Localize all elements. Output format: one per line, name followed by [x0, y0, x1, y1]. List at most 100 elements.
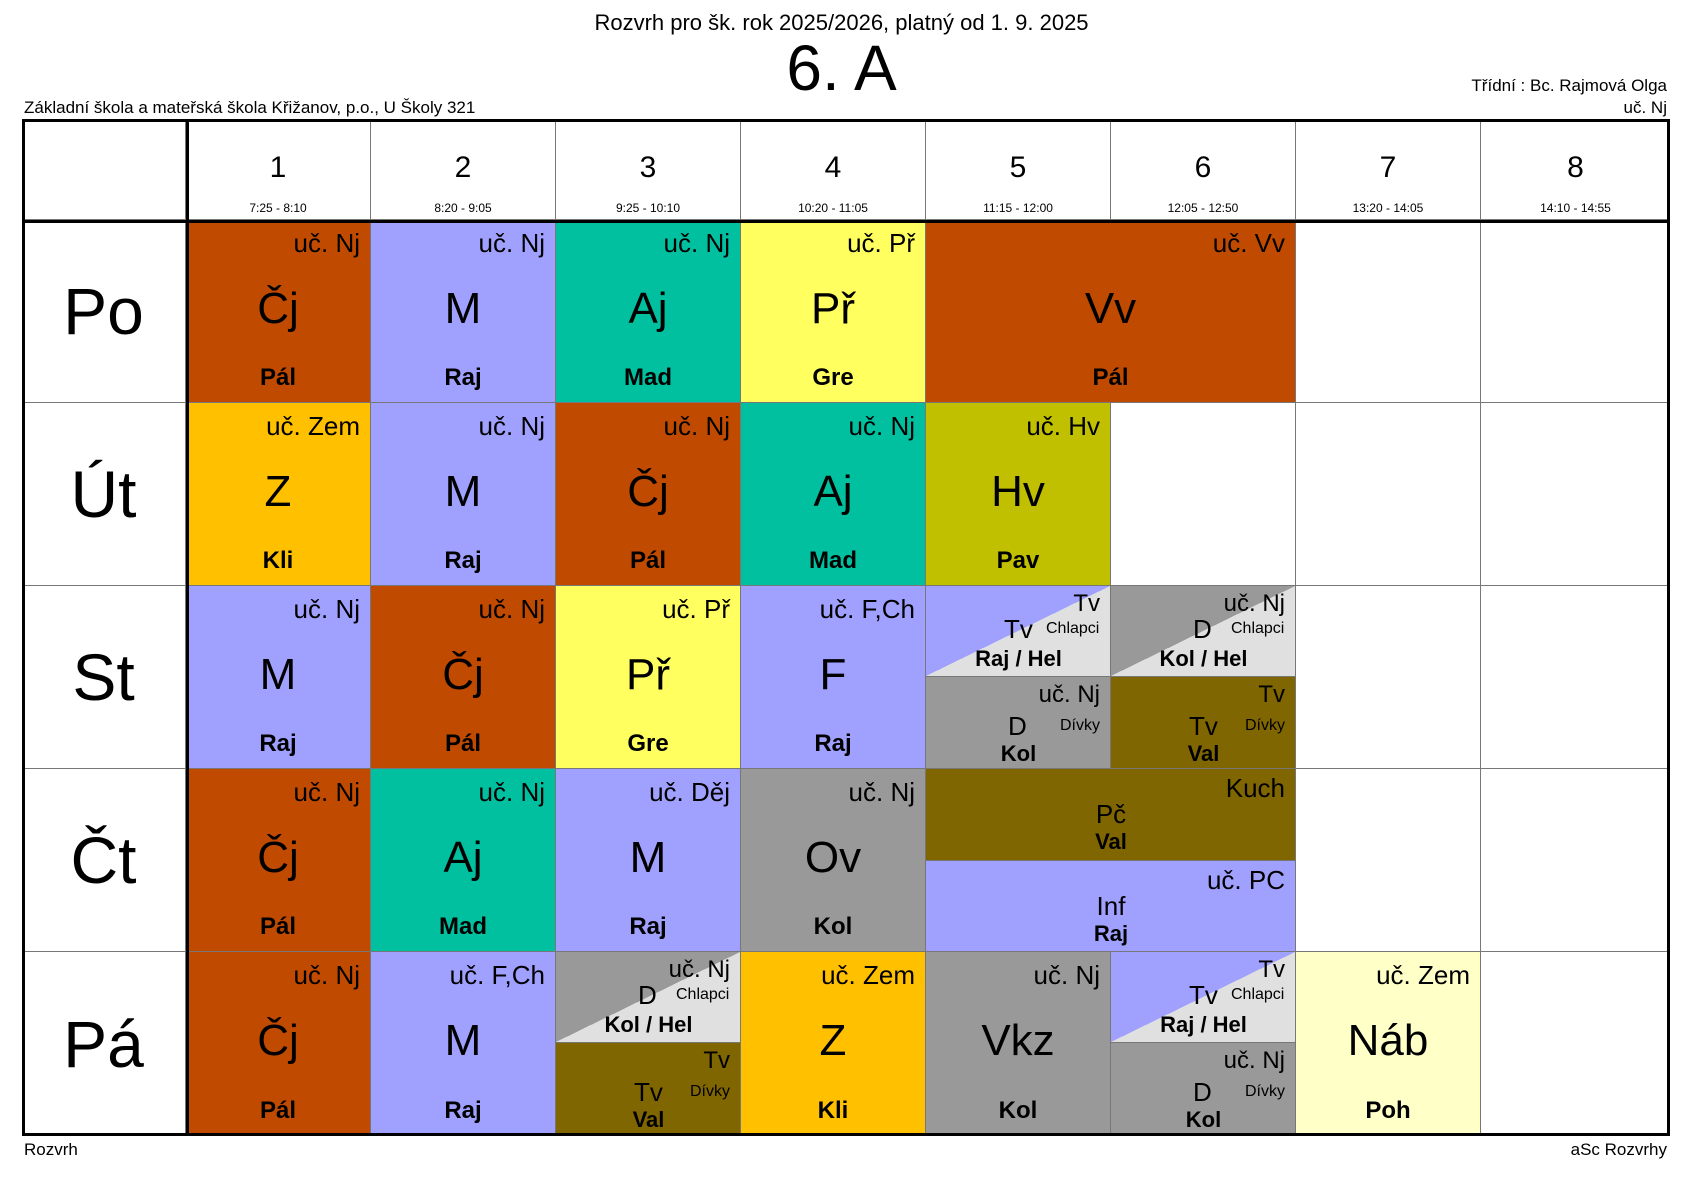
room-label: uč. Nj: [293, 228, 360, 258]
lesson-st-6-girls[interactable]: Tv Tv Dívky Val: [1111, 677, 1296, 769]
period-header-3: 3 9:25 - 10:10: [556, 119, 741, 220]
subject-label: M: [444, 284, 482, 333]
lesson-pa-6-boys[interactable]: Tv Tv Chlapci Raj / Hel: [1111, 952, 1296, 1043]
lesson-pa-3-girls[interactable]: Tv Tv Dívky Val: [556, 1043, 741, 1136]
teacher-label: Kli: [262, 547, 294, 574]
lesson-ct-2[interactable]: uč. Nj Aj Mad: [371, 769, 556, 952]
lesson-po-2[interactable]: uč. Nj M Raj: [371, 220, 556, 403]
teacher-label: Raj / Hel: [1160, 1012, 1247, 1037]
lesson-po-5-6[interactable]: uč. Vv Vv Pál: [926, 220, 1296, 403]
room-label: uč. Zem: [266, 411, 360, 441]
teacher-label: Raj: [444, 547, 482, 574]
group-label: Dívky: [690, 1083, 730, 1100]
timetable-grid: 1 7:25 - 8:10 2 8:20 - 9:05 3 9:25 - 10:…: [22, 119, 1670, 1136]
lesson-ut-3[interactable]: uč. Nj Čj Pál: [556, 403, 741, 586]
teacher-label: Raj / Hel: [975, 646, 1062, 671]
room-label: uč. Zem: [821, 960, 915, 990]
lesson-ct-3[interactable]: uč. Děj M Raj: [556, 769, 741, 952]
subject-label: Aj: [628, 284, 668, 333]
lesson-pa-4[interactable]: uč. Zem Z Kli: [741, 952, 926, 1136]
teacher-label: Val: [1095, 829, 1127, 854]
room-label: uč. Zem: [1376, 960, 1470, 990]
lesson-st-5-girls[interactable]: uč. Nj D Dívky Kol: [926, 677, 1111, 769]
subject-label: Čj: [257, 833, 299, 882]
lesson-pa-3-boys[interactable]: uč. Nj D Chlapci Kol / Hel: [556, 952, 741, 1043]
empty-cell: [1111, 403, 1296, 586]
teacher-label: Mad: [624, 364, 672, 391]
room-label: uč. Nj: [663, 228, 730, 258]
teacher-label: Pav: [996, 547, 1040, 574]
group-label: Chlapci: [1046, 620, 1100, 637]
room-label: uč. Př: [662, 594, 730, 624]
subject-label: M: [629, 833, 667, 882]
teacher-label: Kol / Hel: [604, 1012, 693, 1037]
room-label: uč. Nj: [478, 228, 545, 258]
teacher-label: Raj: [444, 364, 482, 391]
room-label: uč. Nj: [293, 594, 360, 624]
subject-label: F: [819, 650, 847, 699]
period-number: 1: [269, 151, 287, 184]
lesson-ct-5-6-pc[interactable]: Kuch Pč Val: [926, 769, 1296, 861]
lesson-st-3[interactable]: uč. Př Př Gre: [556, 586, 741, 769]
subject-label: D: [1008, 711, 1027, 741]
room-label: uč. F,Ch: [819, 594, 915, 624]
lesson-ct-1[interactable]: uč. Nj Čj Pál: [186, 769, 371, 952]
subject-label: D: [1193, 614, 1212, 644]
lesson-po-1[interactable]: uč. Nj Čj Pál: [186, 220, 371, 403]
group-label: Dívky: [1060, 717, 1100, 734]
lesson-ut-1[interactable]: uč. Zem Z Kli: [186, 403, 371, 586]
room-label: uč. Nj: [1038, 681, 1100, 708]
subject-label: Hv: [991, 467, 1045, 516]
empty-cell: [1481, 586, 1670, 769]
teacher-label: Raj: [629, 913, 667, 940]
subject-label: M: [444, 1016, 482, 1065]
period-header-7: 7 13:20 - 14:05: [1296, 119, 1481, 220]
period-time: 14:10 - 14:55: [1540, 201, 1611, 215]
room-label: uč. Vv: [1212, 228, 1285, 258]
group-label: Dívky: [1245, 717, 1285, 734]
lesson-pa-1[interactable]: uč. Nj Čj Pál: [186, 952, 371, 1136]
empty-cell: [1296, 586, 1481, 769]
corner-cell: [22, 119, 186, 220]
teacher-label: Kol: [1000, 741, 1037, 766]
lesson-st-4[interactable]: uč. F,Ch F Raj: [741, 586, 926, 769]
day-label-pa: Pá: [22, 952, 186, 1136]
lesson-st-5-boys[interactable]: Tv Tv Chlapci Raj / Hel: [926, 586, 1111, 677]
lesson-pa-7[interactable]: uč. Zem Náb Poh: [1296, 952, 1481, 1136]
period-header-4: 4 10:20 - 11:05: [741, 119, 926, 220]
lesson-ut-5[interactable]: uč. Hv Hv Pav: [926, 403, 1111, 586]
room-label: uč. Nj: [848, 411, 915, 441]
subject-label: Z: [819, 1016, 847, 1065]
teacher-label: Pál: [629, 547, 667, 574]
day-name: St: [72, 640, 135, 714]
lesson-ct-5-6-inf[interactable]: uč. PC Inf Raj: [926, 861, 1296, 952]
room-label: uč. Nj: [1033, 960, 1100, 990]
day-name: Čt: [70, 823, 137, 897]
lesson-st-2[interactable]: uč. Nj Čj Pál: [371, 586, 556, 769]
lesson-st-1[interactable]: uč. Nj M Raj: [186, 586, 371, 769]
lesson-ct-4[interactable]: uč. Nj Ov Kol: [741, 769, 926, 952]
subject-label: Čj: [442, 650, 484, 699]
room-label: Tv: [1073, 590, 1100, 617]
teacher-label: Raj: [1093, 921, 1129, 946]
period-header-1: 1 7:25 - 8:10: [186, 119, 371, 220]
lesson-ut-4[interactable]: uč. Nj Aj Mad: [741, 403, 926, 586]
period-number: 8: [1567, 151, 1584, 184]
empty-cell: [1481, 952, 1670, 1136]
lesson-po-3[interactable]: uč. Nj Aj Mad: [556, 220, 741, 403]
lesson-pa-5[interactable]: uč. Nj Vkz Kol: [926, 952, 1111, 1136]
lesson-st-6-boys[interactable]: uč. Nj D Chlapci Kol / Hel: [1111, 586, 1296, 677]
lesson-po-4[interactable]: uč. Př Př Gre: [741, 220, 926, 403]
lesson-ut-2[interactable]: uč. Nj M Raj: [371, 403, 556, 586]
lesson-pa-2[interactable]: uč. F,Ch M Raj: [371, 952, 556, 1136]
teacher-label: Kol: [813, 913, 853, 940]
subject-label: Vkz: [981, 1016, 1055, 1065]
day-divider: [186, 119, 189, 1136]
subject-label: Př: [811, 284, 855, 333]
room-label: uč. Nj: [478, 411, 545, 441]
lesson-pa-6-girls[interactable]: uč. Nj D Dívky Kol: [1111, 1043, 1296, 1136]
empty-cell: [1481, 769, 1670, 952]
room-label: uč. Hv: [1026, 411, 1100, 441]
teacher-label: Pál: [444, 730, 482, 757]
header-divider: [22, 220, 1670, 223]
